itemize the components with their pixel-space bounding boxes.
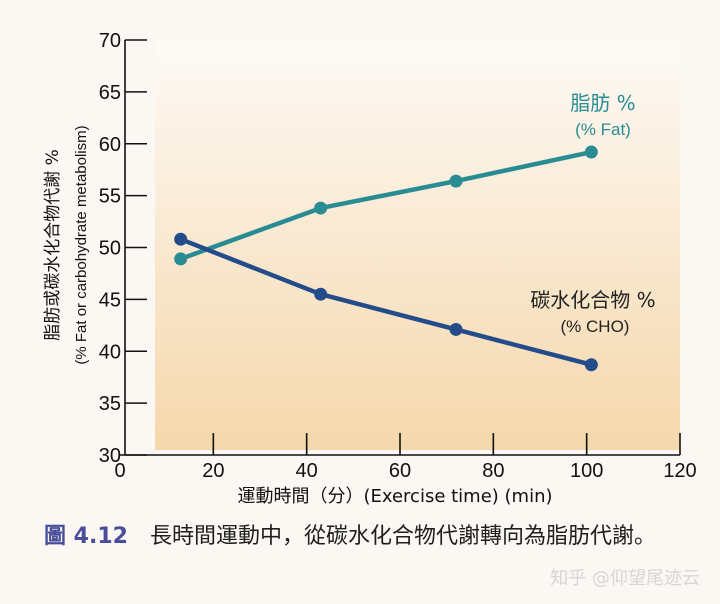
- data-point: [449, 174, 463, 188]
- series-line-1: [178, 236, 594, 367]
- figure-caption: 圖 4.12 長時間運動中，從碳水化合物代謝轉向為脂肪代謝。: [44, 518, 694, 556]
- series-label-fat: 脂肪 %: [570, 91, 635, 115]
- plot-area: [155, 40, 680, 450]
- series-sublabel-cho: (% CHO): [561, 317, 630, 336]
- x-tick-label: 80: [482, 460, 504, 482]
- x-tick-label: 60: [389, 460, 411, 482]
- x-tick-label: 100: [570, 460, 603, 482]
- data-point: [174, 232, 188, 246]
- data-point: [314, 287, 328, 301]
- y-tick-label: 45: [99, 289, 121, 311]
- y-tick-label: 40: [99, 341, 121, 363]
- y-tick-label: 35: [99, 393, 121, 415]
- y-axis-subtitle: (% Fat or carbohydrate metabolism): [73, 125, 90, 364]
- y-tick-label: 60: [99, 134, 121, 156]
- series-sublabel-fat: (% Fat): [575, 120, 631, 139]
- series-line-0: [178, 149, 594, 262]
- y-tick-label: 70: [99, 30, 121, 52]
- data-point: [584, 358, 598, 372]
- x-tick-label: 120: [663, 460, 696, 482]
- y-axis-title: 脂肪或碳水化合物代謝 %: [43, 149, 63, 341]
- y-tick-label: 50: [99, 238, 121, 260]
- chart: 30 35 40 45 50 55 60 65 70 0 20 40 60 80 100 120 運動時間（分）…: [43, 30, 697, 507]
- x-tick-label: 0: [114, 460, 125, 482]
- x-axis-title: 運動時間（分）(Exercise time) (min): [237, 486, 552, 507]
- y-tick-label: 55: [99, 186, 121, 208]
- figure-number: 圖 4.12: [44, 524, 128, 549]
- data-point: [449, 322, 463, 336]
- watermark: 知乎 @仰望尾迹云: [550, 568, 700, 589]
- series-label-cho: 碳水化合物 %: [530, 288, 655, 312]
- data-point: [584, 145, 598, 159]
- x-tick-label: 40: [296, 460, 318, 482]
- y-tick-label: 65: [99, 82, 121, 104]
- x-tick-label: 20: [202, 460, 224, 482]
- data-point: [174, 252, 188, 266]
- data-point: [314, 201, 328, 215]
- caption-text: 長時間運動中，從碳水化合物代謝轉向為脂肪代謝。: [149, 524, 656, 549]
- y-tick-label: 30: [99, 445, 121, 467]
